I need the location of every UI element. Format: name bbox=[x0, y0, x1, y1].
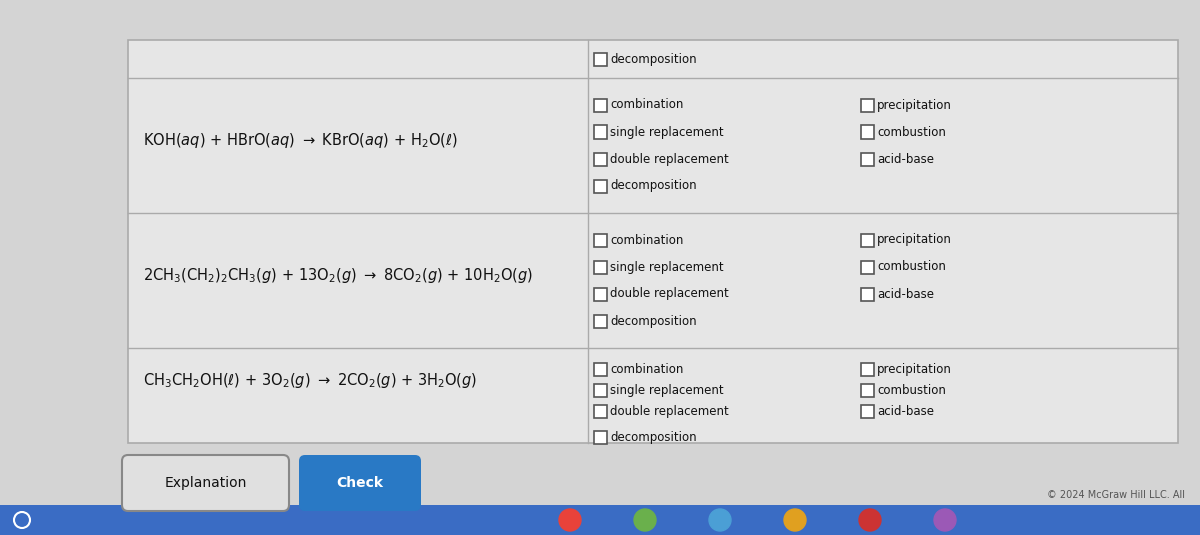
Text: combination: combination bbox=[610, 233, 683, 247]
Bar bbox=[594, 152, 606, 165]
Bar bbox=[594, 126, 606, 139]
Text: single replacement: single replacement bbox=[610, 261, 724, 273]
Text: CH$_3$CH$_2$OH$(\ell)$ + 3O$_2$$(g)$ $\rightarrow$ 2CO$_2$$(g)$ + 3H$_2$O$(g)$: CH$_3$CH$_2$OH$(\ell)$ + 3O$_2$$(g)$ $\r… bbox=[143, 371, 478, 390]
Text: Check: Check bbox=[336, 476, 384, 490]
Bar bbox=[860, 126, 874, 139]
Text: acid-base: acid-base bbox=[877, 152, 934, 165]
Text: precipitation: precipitation bbox=[877, 98, 952, 111]
Bar bbox=[594, 180, 606, 193]
Text: precipitation: precipitation bbox=[877, 233, 952, 247]
Bar bbox=[594, 287, 606, 301]
Bar bbox=[128, 40, 1178, 443]
Bar bbox=[594, 261, 606, 273]
Text: double replacement: double replacement bbox=[610, 152, 728, 165]
Text: combustion: combustion bbox=[877, 126, 946, 139]
Bar bbox=[594, 384, 606, 397]
Bar bbox=[860, 384, 874, 397]
Text: acid-base: acid-base bbox=[877, 405, 934, 418]
Circle shape bbox=[934, 509, 956, 531]
Text: KOH$(aq)$ + HBrO$(aq)$ $\rightarrow$ KBrO$(aq)$ + H$_2$O$(\ell)$: KOH$(aq)$ + HBrO$(aq)$ $\rightarrow$ KBr… bbox=[143, 131, 458, 150]
Bar bbox=[860, 287, 874, 301]
Bar bbox=[860, 405, 874, 418]
Text: decomposition: decomposition bbox=[610, 52, 697, 65]
Circle shape bbox=[784, 509, 806, 531]
Text: © 2024 McGraw Hill LLC. All: © 2024 McGraw Hill LLC. All bbox=[1046, 490, 1186, 500]
Text: combination: combination bbox=[610, 363, 683, 376]
FancyBboxPatch shape bbox=[122, 455, 289, 511]
Bar bbox=[860, 98, 874, 111]
Text: combustion: combustion bbox=[877, 384, 946, 397]
Circle shape bbox=[709, 509, 731, 531]
Text: combustion: combustion bbox=[877, 261, 946, 273]
Bar bbox=[594, 363, 606, 376]
Text: acid-base: acid-base bbox=[877, 287, 934, 301]
Text: 2CH$_3$(CH$_2$)$_2$CH$_3$$(g)$ + 13O$_2$$(g)$ $\rightarrow$ 8CO$_2$$(g)$ + 10H$_: 2CH$_3$(CH$_2$)$_2$CH$_3$$(g)$ + 13O$_2$… bbox=[143, 266, 533, 285]
Bar bbox=[594, 315, 606, 327]
Bar bbox=[860, 261, 874, 273]
Text: combination: combination bbox=[610, 98, 683, 111]
Bar bbox=[594, 405, 606, 418]
Circle shape bbox=[859, 509, 881, 531]
Bar bbox=[0, 505, 1200, 535]
Text: precipitation: precipitation bbox=[877, 363, 952, 376]
Text: single replacement: single replacement bbox=[610, 384, 724, 397]
Text: single replacement: single replacement bbox=[610, 126, 724, 139]
Bar bbox=[594, 52, 606, 65]
Bar bbox=[860, 152, 874, 165]
Bar bbox=[594, 98, 606, 111]
Bar bbox=[594, 233, 606, 247]
Bar bbox=[128, 40, 1178, 443]
Text: double replacement: double replacement bbox=[610, 287, 728, 301]
Text: decomposition: decomposition bbox=[610, 315, 697, 327]
Bar bbox=[594, 431, 606, 444]
Bar bbox=[860, 363, 874, 376]
Text: Explanation: Explanation bbox=[164, 476, 247, 490]
Circle shape bbox=[559, 509, 581, 531]
Bar bbox=[860, 233, 874, 247]
Circle shape bbox=[634, 509, 656, 531]
Text: decomposition: decomposition bbox=[610, 431, 697, 444]
Text: decomposition: decomposition bbox=[610, 180, 697, 193]
FancyBboxPatch shape bbox=[299, 455, 421, 511]
Text: double replacement: double replacement bbox=[610, 405, 728, 418]
